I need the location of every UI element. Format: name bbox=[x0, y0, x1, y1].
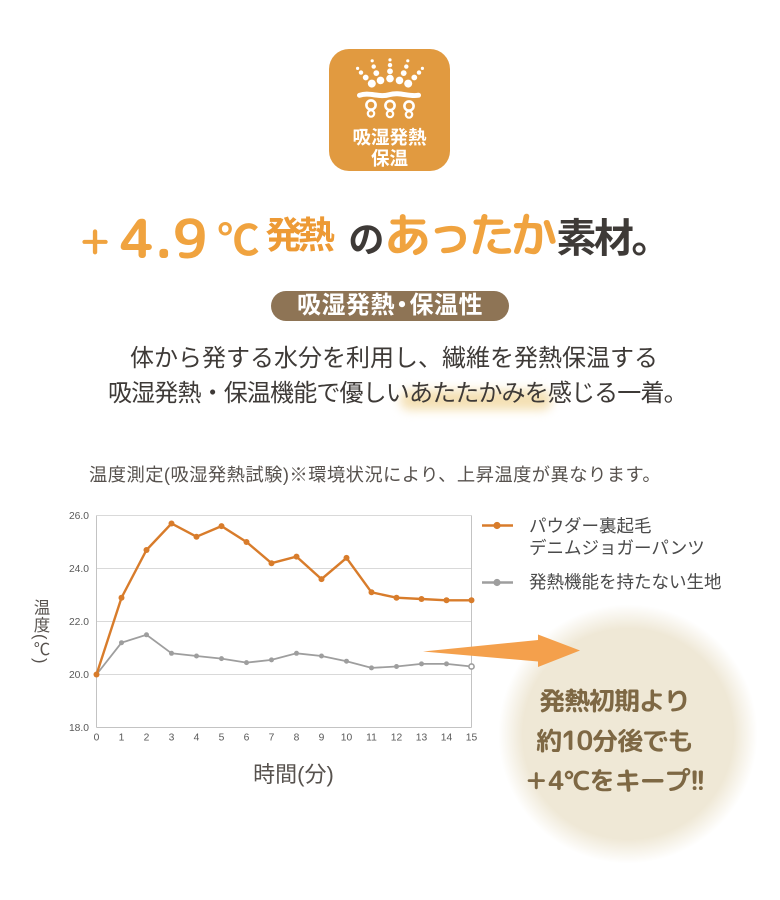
svg-text:26.0: 26.0 bbox=[69, 511, 89, 522]
svg-text:5: 5 bbox=[219, 733, 225, 744]
svg-text:18.0: 18.0 bbox=[69, 723, 89, 734]
svg-text:22.0: 22.0 bbox=[69, 617, 89, 628]
svg-text:10: 10 bbox=[341, 733, 353, 744]
svg-text:1: 1 bbox=[119, 733, 125, 744]
svg-text:2: 2 bbox=[144, 733, 150, 744]
svg-text:6: 6 bbox=[244, 733, 250, 744]
svg-text:9: 9 bbox=[319, 733, 325, 744]
svg-text:13: 13 bbox=[416, 733, 428, 744]
svg-text:24.0: 24.0 bbox=[69, 564, 89, 575]
svg-text:8: 8 bbox=[294, 733, 300, 744]
svg-text:20.0: 20.0 bbox=[69, 670, 89, 681]
svg-text:4: 4 bbox=[194, 733, 200, 744]
svg-text:0: 0 bbox=[94, 733, 100, 744]
svg-text:3: 3 bbox=[169, 733, 175, 744]
svg-text:7: 7 bbox=[269, 733, 275, 744]
svg-text:15: 15 bbox=[466, 733, 478, 744]
svg-text:11: 11 bbox=[366, 733, 377, 744]
svg-text:12: 12 bbox=[391, 733, 403, 744]
svg-text:14: 14 bbox=[441, 733, 453, 744]
